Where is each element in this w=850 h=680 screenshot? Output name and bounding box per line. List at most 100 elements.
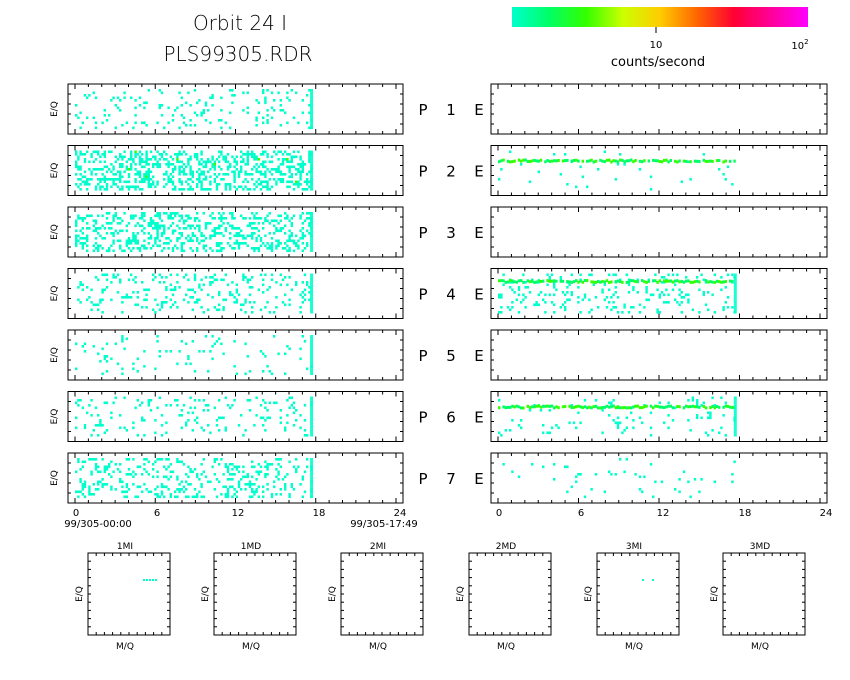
data-cell bbox=[680, 296, 683, 299]
data-cell bbox=[90, 170, 93, 174]
data-cell bbox=[213, 180, 216, 184]
data-cell bbox=[119, 165, 122, 169]
data-cell bbox=[656, 311, 659, 314]
data-cell bbox=[119, 247, 122, 250]
colorbar-tick-end-exp: 2 bbox=[804, 38, 808, 46]
data-cell bbox=[290, 217, 293, 220]
data-cell bbox=[165, 212, 168, 215]
data-cell bbox=[180, 114, 183, 117]
data-cell bbox=[209, 175, 212, 179]
data-cell bbox=[90, 414, 93, 417]
y-axis-label: E/Q bbox=[50, 286, 60, 302]
data-cell bbox=[306, 173, 309, 176]
data-cell bbox=[524, 281, 527, 284]
band-cell bbox=[498, 406, 501, 410]
data-cell bbox=[138, 247, 142, 250]
data-cell bbox=[511, 288, 514, 292]
data-cell bbox=[178, 178, 181, 181]
data-cell bbox=[143, 219, 146, 223]
data-cell bbox=[262, 278, 265, 282]
data-cell bbox=[83, 183, 87, 186]
data-cell bbox=[608, 288, 611, 292]
band-cell bbox=[528, 406, 532, 410]
data-cell bbox=[83, 237, 87, 240]
data-cell bbox=[134, 237, 137, 240]
data-cell bbox=[308, 286, 311, 289]
data-cell bbox=[588, 298, 591, 302]
data-cell bbox=[121, 249, 124, 253]
data-cell bbox=[542, 424, 545, 427]
data-cell bbox=[306, 465, 309, 469]
data-cell bbox=[152, 278, 155, 282]
data-cell bbox=[158, 495, 161, 499]
data-cell bbox=[196, 237, 199, 240]
band-cell bbox=[588, 159, 591, 163]
data-cell bbox=[165, 458, 168, 461]
data-cell bbox=[229, 165, 232, 169]
data-cell bbox=[229, 293, 232, 297]
data-cell bbox=[114, 183, 117, 186]
data-cell bbox=[202, 350, 205, 353]
data-cell bbox=[277, 214, 280, 218]
data-cell bbox=[213, 406, 216, 410]
data-cell bbox=[220, 458, 223, 461]
data-cell bbox=[119, 470, 122, 474]
data-cell bbox=[643, 475, 646, 479]
data-cell bbox=[226, 183, 230, 186]
data-cell bbox=[187, 301, 190, 304]
data-cell bbox=[174, 212, 177, 215]
data-cell bbox=[132, 426, 135, 430]
data-cell bbox=[143, 468, 146, 471]
data-cell bbox=[253, 217, 256, 220]
data-cell bbox=[632, 288, 635, 292]
data-cell bbox=[726, 306, 730, 309]
band-cell bbox=[698, 280, 701, 284]
data-cell bbox=[295, 244, 298, 248]
band-cell bbox=[634, 280, 637, 284]
data-cell bbox=[191, 470, 194, 474]
data-cell bbox=[268, 311, 271, 314]
data-cell bbox=[163, 178, 166, 181]
data-cell bbox=[165, 242, 168, 245]
data-cell bbox=[218, 463, 221, 466]
data-cell bbox=[112, 178, 115, 181]
data-cell bbox=[619, 153, 622, 156]
data-cell bbox=[191, 308, 194, 312]
data-cell bbox=[198, 490, 201, 494]
band-cell bbox=[586, 159, 589, 163]
data-cell bbox=[270, 168, 274, 171]
data-cell bbox=[235, 465, 238, 469]
data-cell bbox=[209, 247, 212, 250]
data-cell bbox=[233, 158, 236, 161]
x-axis-right: 0 6 12 18 24 bbox=[496, 508, 833, 519]
data-cell bbox=[156, 160, 159, 164]
data-cell bbox=[292, 465, 296, 469]
data-cell bbox=[79, 168, 82, 171]
data-cell bbox=[506, 306, 510, 309]
band-cell bbox=[645, 404, 648, 408]
data-cell bbox=[121, 490, 124, 494]
data-cell bbox=[577, 473, 580, 476]
data-cell bbox=[277, 158, 280, 161]
data-cell bbox=[608, 470, 611, 474]
data-cell bbox=[119, 180, 122, 184]
data-cell bbox=[583, 293, 587, 297]
data-cell bbox=[308, 126, 311, 130]
data-cell bbox=[145, 306, 148, 309]
data-cell bbox=[240, 214, 243, 218]
data-cell bbox=[222, 473, 225, 476]
data-cell bbox=[645, 288, 648, 292]
band-cell bbox=[718, 159, 721, 163]
y-axis-label: E/Q bbox=[50, 347, 60, 363]
data-cell bbox=[237, 234, 241, 238]
data-cell bbox=[259, 237, 263, 240]
data-cell bbox=[171, 114, 175, 117]
data-cell bbox=[163, 485, 166, 489]
data-cell bbox=[83, 94, 87, 97]
data-cell bbox=[531, 463, 534, 466]
data-cell bbox=[180, 153, 183, 156]
data-cell bbox=[262, 283, 265, 287]
data-cell bbox=[145, 160, 148, 164]
band-cell bbox=[590, 280, 593, 284]
data-cell bbox=[116, 273, 120, 277]
